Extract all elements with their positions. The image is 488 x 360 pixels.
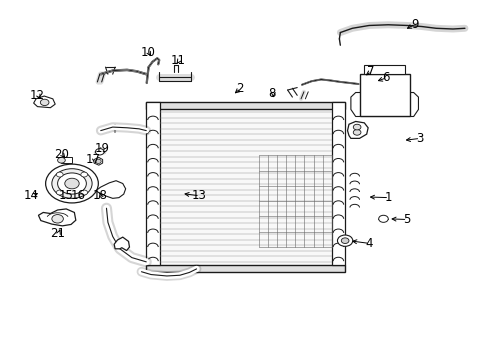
Text: 2: 2 — [236, 82, 243, 95]
Circle shape — [65, 178, 79, 189]
Circle shape — [81, 172, 87, 177]
Text: 4: 4 — [365, 237, 372, 250]
Circle shape — [352, 124, 360, 130]
Circle shape — [378, 215, 387, 222]
Text: 19: 19 — [94, 142, 109, 155]
Text: 3: 3 — [415, 132, 422, 145]
Circle shape — [41, 99, 49, 105]
Circle shape — [58, 157, 65, 163]
Bar — [146, 265, 345, 272]
Polygon shape — [114, 237, 129, 251]
Circle shape — [52, 215, 63, 223]
Circle shape — [56, 172, 63, 177]
Text: 10: 10 — [140, 46, 155, 59]
Text: 8: 8 — [268, 87, 275, 100]
Bar — [359, 74, 409, 117]
Circle shape — [352, 130, 360, 135]
Text: 11: 11 — [170, 54, 185, 67]
Text: 17: 17 — [86, 153, 101, 166]
Circle shape — [58, 173, 86, 194]
Text: 18: 18 — [92, 189, 107, 202]
Text: 7: 7 — [366, 65, 373, 78]
Text: 21: 21 — [50, 227, 65, 240]
Polygon shape — [94, 157, 102, 165]
Polygon shape — [39, 209, 76, 226]
Bar — [146, 102, 345, 109]
Circle shape — [56, 190, 63, 195]
Text: 15: 15 — [59, 189, 74, 202]
Bar — [61, 157, 72, 163]
Circle shape — [95, 149, 104, 155]
Polygon shape — [350, 93, 418, 117]
Polygon shape — [34, 96, 55, 108]
Text: 9: 9 — [410, 18, 418, 31]
Circle shape — [52, 169, 92, 198]
Circle shape — [337, 235, 352, 246]
Text: 13: 13 — [191, 189, 206, 202]
Text: 14: 14 — [24, 189, 39, 202]
Text: 20: 20 — [54, 148, 69, 161]
Polygon shape — [347, 121, 367, 138]
Bar — [331, 102, 345, 265]
Circle shape — [95, 159, 101, 163]
Circle shape — [81, 190, 87, 195]
Bar — [364, 66, 404, 74]
Bar — [160, 109, 331, 265]
Bar — [146, 102, 160, 265]
Text: 1: 1 — [384, 191, 391, 204]
Polygon shape — [96, 181, 125, 198]
Text: 6: 6 — [381, 71, 389, 84]
Text: 16: 16 — [70, 189, 85, 202]
Circle shape — [45, 164, 98, 203]
Circle shape — [341, 238, 348, 243]
Text: 5: 5 — [402, 213, 409, 226]
Text: 12: 12 — [30, 89, 45, 102]
